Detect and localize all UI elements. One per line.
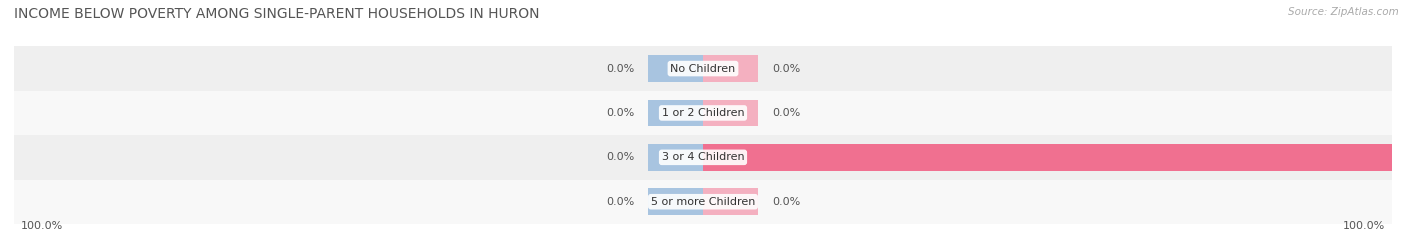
Bar (703, 188, 758, 215)
Bar (703, 55, 758, 82)
Text: 0.0%: 0.0% (772, 64, 800, 74)
Bar (14, 135, 1392, 179)
Text: 0.0%: 0.0% (772, 197, 800, 207)
Bar (14, 179, 1392, 224)
Text: 1 or 2 Children: 1 or 2 Children (662, 108, 744, 118)
Text: 0.0%: 0.0% (606, 108, 634, 118)
Text: 3 or 4 Children: 3 or 4 Children (662, 152, 744, 162)
Bar (648, 55, 703, 82)
Text: INCOME BELOW POVERTY AMONG SINGLE-PARENT HOUSEHOLDS IN HURON: INCOME BELOW POVERTY AMONG SINGLE-PARENT… (14, 7, 540, 21)
Bar (648, 100, 703, 126)
Text: 100.0%: 100.0% (1343, 221, 1385, 231)
Text: No Children: No Children (671, 64, 735, 74)
Text: Source: ZipAtlas.com: Source: ZipAtlas.com (1288, 7, 1399, 17)
Text: 100.0%: 100.0% (21, 221, 63, 231)
Bar (14, 91, 1392, 135)
Text: 0.0%: 0.0% (772, 108, 800, 118)
Bar (14, 46, 1392, 91)
Text: 5 or more Children: 5 or more Children (651, 197, 755, 207)
Text: 0.0%: 0.0% (606, 197, 634, 207)
Bar (648, 144, 703, 171)
Text: 100.0%: 100.0% (1402, 152, 1406, 162)
Bar (703, 100, 758, 126)
Text: 0.0%: 0.0% (606, 152, 634, 162)
Bar (648, 188, 703, 215)
Text: 0.0%: 0.0% (606, 64, 634, 74)
Bar (703, 144, 1392, 171)
